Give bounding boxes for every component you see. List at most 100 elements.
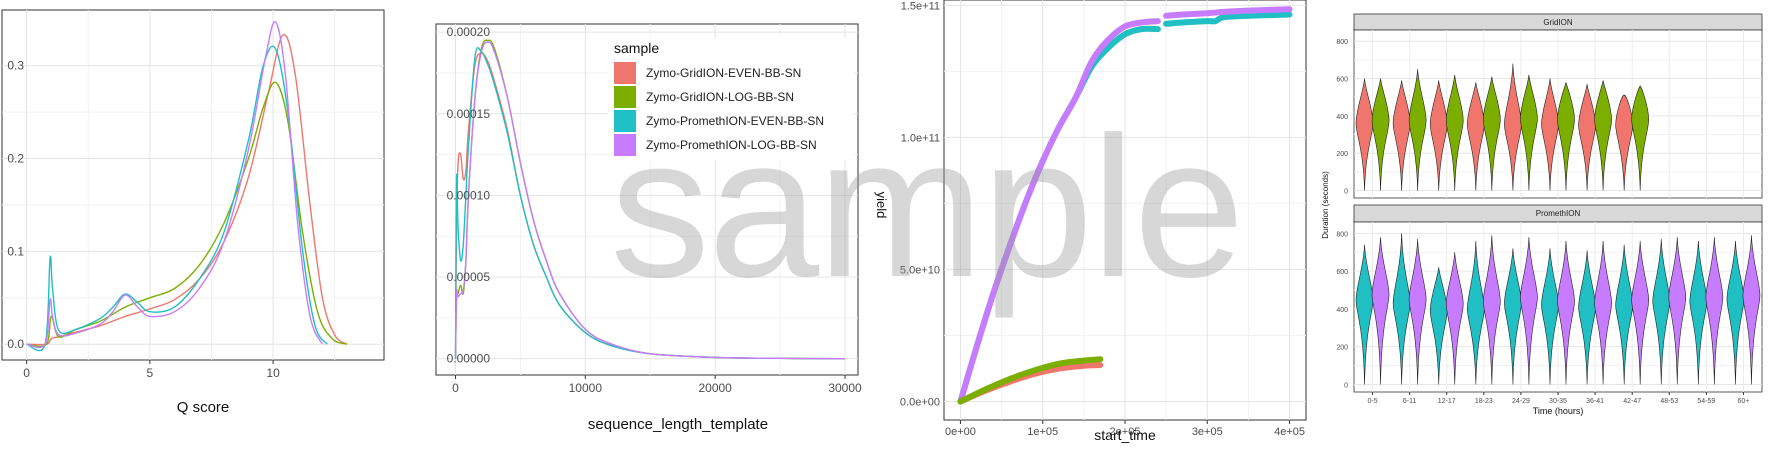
y-tick-label: 0.00005: [447, 270, 491, 284]
violin-Zymo-PromethION-EVEN-BB-SN: [1392, 233, 1411, 385]
x-tick-label: 30000: [828, 381, 862, 395]
y-tick-label: 600: [1336, 77, 1348, 84]
y-axis-label: Duration (seconds): [1321, 171, 1330, 239]
violin-Zymo-PromethION-EVEN-BB-SN: [1726, 240, 1745, 385]
violin-Zymo-GridION-EVEN-BB-SN: [1467, 82, 1485, 191]
x-axis-label: sequence_length_template: [588, 416, 768, 433]
legend-label: Zymo-GridION-EVEN-BB-SN: [646, 66, 801, 80]
violin-Zymo-PromethION-EVEN-BB-SN: [1429, 267, 1448, 385]
x-tick-label: 2e+05: [1110, 426, 1141, 438]
legend: sample Zymo-GridION-EVEN-BB-SN Zymo-GridIO…: [608, 38, 853, 160]
violin-Zymo-GridION-LOG-BB-SN: [1594, 80, 1612, 191]
facet-PromethION: PromethION 0 200 400 600 800: [1336, 204, 1763, 393]
violin-Zymo-PromethION-LOG-BB-SN: [1631, 240, 1649, 385]
violin-Zymo-GridION-EVEN-BB-SN: [1392, 80, 1411, 191]
y-tick-label: 0: [1344, 189, 1348, 196]
y-tick-label: 0.00010: [447, 188, 491, 202]
density-line-Zymo-PromethION-LOG-BB-SN: [26, 21, 324, 349]
y-tick-label: 5.0e+10: [900, 264, 940, 276]
violin-Zymo-PromethION-EVEN-BB-SN: [1652, 238, 1671, 385]
y-tick-label: 0.00015: [447, 107, 491, 121]
qscore-plot-area: [1, 9, 385, 361]
x-tick-label: 4e+05: [1274, 426, 1305, 438]
x-tick-label: 36-41: [1586, 398, 1604, 405]
violin-Zymo-PromethION-LOG-BB-SN: [1594, 240, 1612, 385]
density-line-Zymo-PromethION-LOG-BB-SN: [454, 41, 846, 360]
y-tick-label: 400: [1336, 114, 1348, 121]
y-tick-label: 200: [1336, 345, 1348, 352]
y-tick-label: 600: [1336, 269, 1348, 276]
y-axis-label: yield: [874, 192, 889, 219]
violin-Zymo-GridION-LOG-BB-SN: [1483, 76, 1501, 191]
yield-panel: 0e+00 1e+05 2e+05 3e+05 4e+05 0.0e+00 5.0e+10 1…: [874, 0, 1307, 443]
x-tick-label: 1e+05: [1027, 426, 1058, 438]
y-tick-label: 800: [1336, 39, 1348, 46]
y-tick-label: 0.2: [7, 152, 24, 166]
x-tick-label: 42-47: [1623, 398, 1641, 405]
violin-Zymo-GridION-LOG-BB-SN: [1445, 74, 1464, 191]
legend-box: [608, 38, 853, 160]
violin-Zymo-GridION-LOG-BB-SN: [1557, 82, 1575, 191]
x-tick-label: 60+: [1738, 398, 1750, 405]
y-tick-label: 1.0e+11: [901, 132, 940, 144]
y-tick-label: 400: [1336, 307, 1348, 314]
violin-Zymo-GridION-LOG-BB-SN: [1631, 85, 1649, 191]
legend-swatch: [614, 62, 636, 84]
x-tick-label: 6-11: [1403, 398, 1417, 405]
violin-Zymo-PromethION-LOG-BB-SN: [1742, 235, 1761, 385]
violin-Zymo-PromethION-LOG-BB-SN: [1483, 235, 1501, 385]
violin-Zymo-GridION-EVEN-BB-SN: [1504, 63, 1522, 191]
violin-Zymo-GridION-EVEN-BB-SN: [1429, 80, 1448, 191]
x-axis-label: start_time: [1094, 427, 1156, 443]
violin-Zymo-GridION-EVEN-BB-SN: [1541, 78, 1559, 191]
y-tick-label: 1.5e+11: [901, 0, 940, 12]
violin-Zymo-PromethION-LOG-BB-SN: [1371, 237, 1390, 385]
facet-strip-label: GridION: [1543, 18, 1573, 27]
duration-panel: GridION 0 200 400 600 800 PromethION 0 200 400 600…: [1321, 13, 1763, 416]
violin-Zymo-GridION-EVEN-BB-SN: [1615, 94, 1633, 191]
x-axis-label: Q score: [177, 399, 230, 416]
y-tick-label: 0.00000: [447, 352, 491, 366]
legend-swatch: [614, 134, 636, 156]
x-tick-label: 12-17: [1438, 398, 1456, 405]
x-tick-label: 3e+05: [1192, 426, 1223, 438]
yield-curve-tail-Zymo-PromethION-EVEN-BB-SN: [1163, 11, 1293, 27]
violin-Zymo-PromethION-EVEN-BB-SN: [1689, 240, 1708, 385]
x-tick-label: 0: [23, 366, 30, 380]
x-tick-label: 5: [147, 366, 154, 380]
x-tick-label: 0-5: [1367, 398, 1377, 405]
y-tick-label: 0.00020: [447, 25, 491, 39]
yield-curve-Zymo-GridION-LOG-BB-SN: [957, 356, 1104, 405]
violin-Zymo-PromethION-LOG-BB-SN: [1408, 238, 1427, 385]
x-tick-label: 0e+00: [945, 426, 976, 438]
yield-curve-Zymo-PromethION-LOG-BB-SN: [957, 18, 1161, 405]
x-tick-label: 10: [266, 366, 280, 380]
legend-label: Zymo-PromethION-LOG-BB-SN: [646, 138, 817, 152]
qscore-panel: 0 5 10 0.0 0.1 0.2 0.3 Q score: [1, 9, 385, 416]
y-tick-label: 0.1: [7, 244, 24, 258]
yield-curve-tail-Zymo-PromethION-LOG-BB-SN: [1163, 6, 1293, 19]
x-tick-label: 10000: [569, 381, 603, 395]
violin-Zymo-GridION-LOG-BB-SN: [1520, 74, 1538, 191]
legend-title: sample: [614, 40, 659, 56]
legend-swatch: [614, 86, 636, 108]
legend-label: Zymo-PromethION-EVEN-BB-SN: [646, 114, 824, 128]
facet-strip-label: PromethION: [1536, 209, 1581, 218]
y-tick-label: 0.0: [7, 337, 24, 351]
violin-Zymo-GridION-EVEN-BB-SN: [1578, 84, 1596, 191]
x-tick-label: 24-29: [1512, 398, 1530, 405]
x-tick-label: 20000: [698, 381, 732, 395]
density-line-Zymo-GridION-LOG-BB-SN: [26, 81, 348, 347]
seqlen-panel: 0 10000 20000 30000 0.00000 0.00005 0.00010 0.0…: [435, 23, 862, 433]
legend-swatch: [614, 110, 636, 132]
violin-Zymo-GridION-LOG-BB-SN: [1371, 78, 1390, 191]
violin-Zymo-PromethION-LOG-BB-SN: [1705, 237, 1724, 385]
x-tick-label: 18-23: [1475, 398, 1493, 405]
facet-GridION: GridION 0 200 400 600 800: [1336, 13, 1763, 199]
x-axis-label: Time (hours): [1533, 406, 1584, 416]
y-tick-label: 800: [1336, 231, 1348, 238]
x-tick-label: 48-53: [1660, 398, 1678, 405]
violin-Zymo-PromethION-LOG-BB-SN: [1668, 237, 1687, 385]
x-tick-label: 30-35: [1549, 398, 1567, 405]
